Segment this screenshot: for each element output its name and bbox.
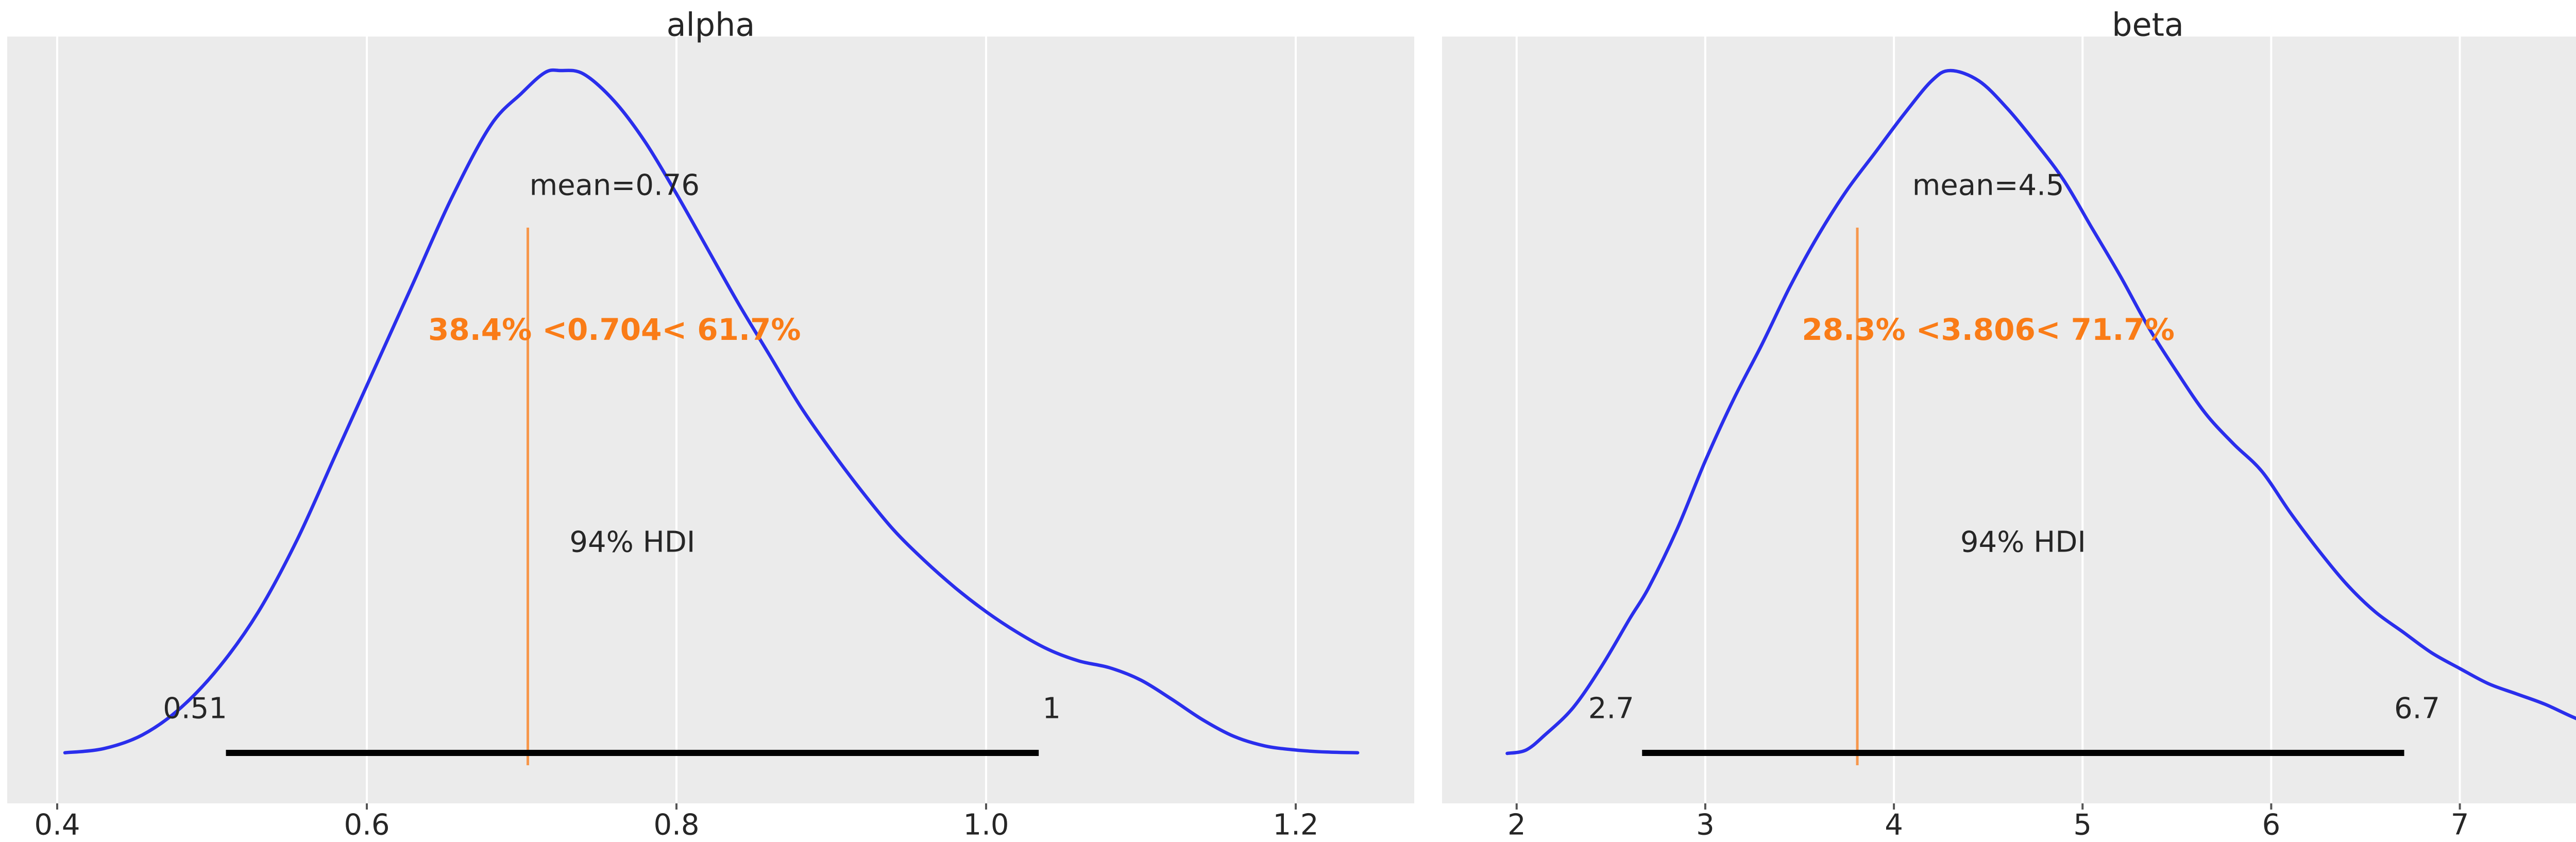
panel-beta: beta mean=4.5 28.3% <3.806< 71.7% 94% HD…: [1442, 0, 2576, 841]
gridline: [1516, 37, 1518, 803]
axes-background: [7, 37, 1414, 803]
page-title: alpha: [667, 6, 755, 44]
hdi-label: 94% HDI: [569, 526, 695, 559]
gridline: [1704, 37, 1706, 803]
ref-value-label: 38.4% <0.704< 61.7%: [428, 312, 801, 347]
axes-background: [1442, 37, 2576, 803]
gridline: [2270, 37, 2272, 803]
hdi-lower-value: 2.7: [1588, 692, 1634, 726]
x-tick-label: 7: [2451, 809, 2469, 842]
gridline: [2081, 37, 2083, 803]
gridline: [1893, 37, 1895, 803]
x-tick-label: 1.2: [1273, 809, 1318, 842]
x-tick-label: 0.8: [653, 809, 699, 842]
page-title: beta: [2112, 6, 2184, 44]
x-tick-label: 5: [2073, 809, 2092, 842]
x-tick-label: 1.0: [963, 809, 1009, 842]
x-tick-label: 4: [1885, 809, 1903, 842]
gridline: [1295, 37, 1297, 803]
gridline: [675, 37, 677, 803]
hdi-upper-value: 1: [1042, 692, 1061, 726]
x-tick-label: 0.6: [344, 809, 389, 842]
mean-label: mean=4.5: [1912, 169, 2064, 202]
hdi-upper-value: 6.7: [2394, 692, 2440, 726]
x-tick-label: 0.4: [34, 809, 80, 842]
gridline: [366, 37, 368, 803]
x-tick-label: 6: [2262, 809, 2281, 842]
panel-alpha: alpha mean=0.76 38.4% <0.704< 61.7% 94% …: [7, 0, 1414, 841]
hdi-lower-value: 0.51: [163, 692, 227, 726]
x-tick-label: 2: [1507, 809, 1526, 842]
gridline: [56, 37, 58, 803]
gridline: [2459, 37, 2461, 803]
gridline: [985, 37, 987, 803]
hdi-label: 94% HDI: [1960, 526, 2086, 559]
mean-label: mean=0.76: [530, 169, 700, 202]
ref-value-label: 28.3% <3.806< 71.7%: [1802, 312, 2174, 347]
x-tick-label: 3: [1696, 809, 1715, 842]
